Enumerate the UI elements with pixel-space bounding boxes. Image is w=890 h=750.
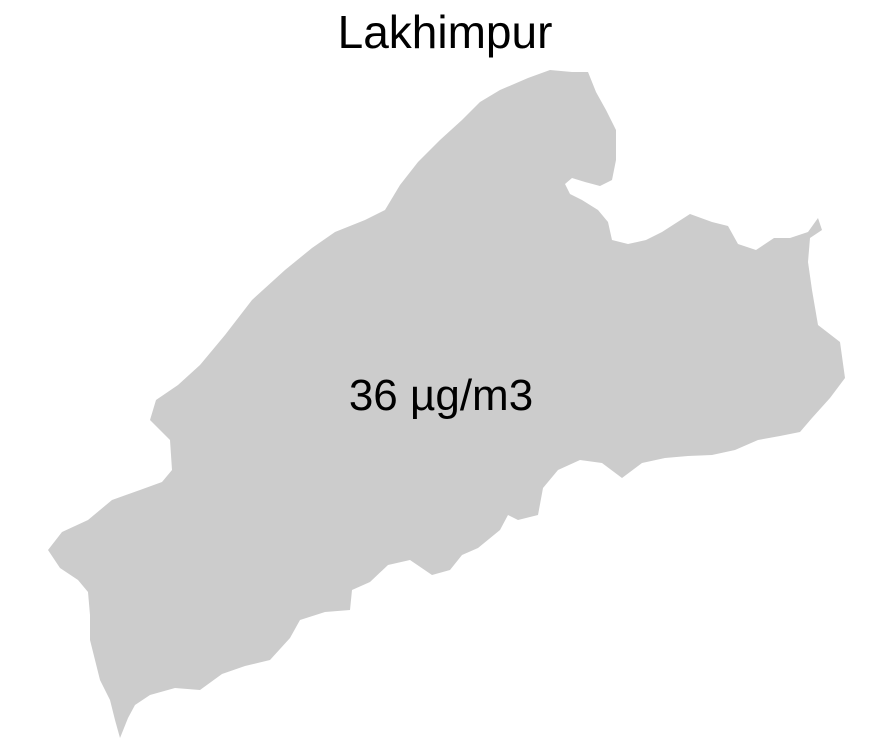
- district-region-shape[interactable]: [48, 70, 845, 738]
- map-title: Lakhimpur: [337, 6, 553, 58]
- region-value-label: 36 µg/m3: [349, 371, 533, 420]
